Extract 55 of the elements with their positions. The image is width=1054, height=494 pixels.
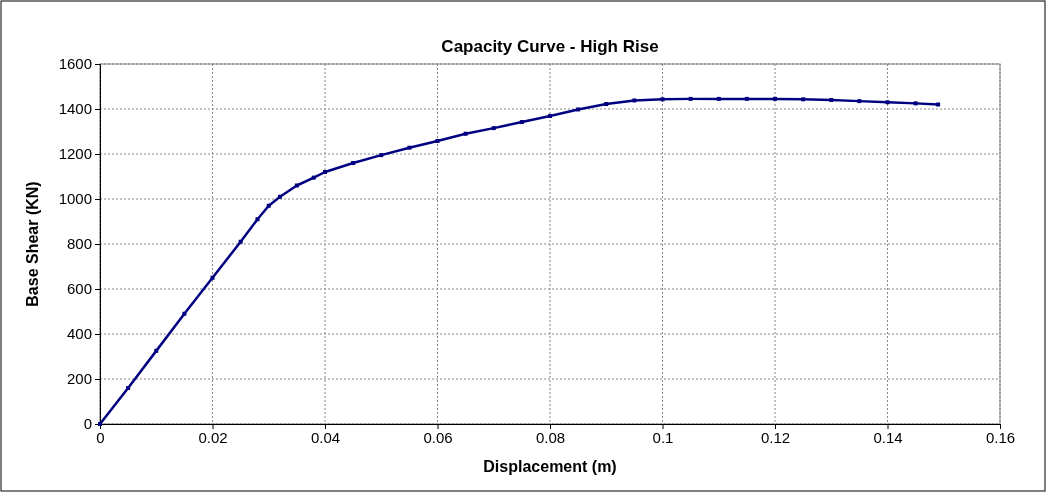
y-tick-label: 600 [66,280,92,298]
point [323,170,327,174]
point [311,175,316,180]
point [126,386,131,390]
point [238,239,243,244]
point [548,113,552,118]
point [519,120,524,125]
point [632,98,637,103]
point [379,153,384,158]
x-tick-label: 0 [96,428,105,446]
point [278,194,282,199]
point [801,97,806,102]
point [255,217,260,222]
x-tick-label: 0.06 [423,428,453,446]
point [463,131,468,136]
point [491,126,496,131]
point [210,275,215,280]
y-tick-label: 200 [66,370,92,388]
x-tick-label: 0.14 [873,428,903,446]
x-tick-label: 0.04 [310,428,341,446]
y-tick-label: 1200 [58,145,92,163]
point [154,348,159,353]
x-axis-title: Displacement (m) [483,458,617,475]
point [773,96,777,101]
point [857,99,862,104]
point [182,311,187,316]
point [576,107,581,112]
point [688,96,693,101]
point [913,101,918,106]
point [435,138,440,143]
y-tick-label: 800 [66,235,92,253]
point [407,145,412,150]
point [744,96,749,101]
y-tick-label: 1400 [58,100,92,118]
chart-title: Capacity Curve - High Rise [441,37,659,56]
point [351,161,356,165]
x-tick-label: 0.12 [760,428,791,446]
y-axis-title: Base Shear (KN) [24,181,41,307]
x-tick-label: 0.16 [985,428,1016,446]
point [936,102,941,107]
x-tick-label: 0.1 [652,428,674,446]
point [829,98,834,102]
x-tick-label: 0.08 [535,428,566,446]
point [660,97,665,102]
y-tick-label: 0 [83,415,92,433]
y-tick-label: 1600 [58,55,92,73]
point [716,96,721,101]
point [98,422,102,426]
point [266,203,271,208]
x-tick-label: 0.02 [198,428,228,446]
point [294,183,299,188]
y-tick-label: 1000 [58,190,92,208]
y-tick-label: 400 [66,325,92,343]
point [885,100,890,105]
point [604,102,609,107]
